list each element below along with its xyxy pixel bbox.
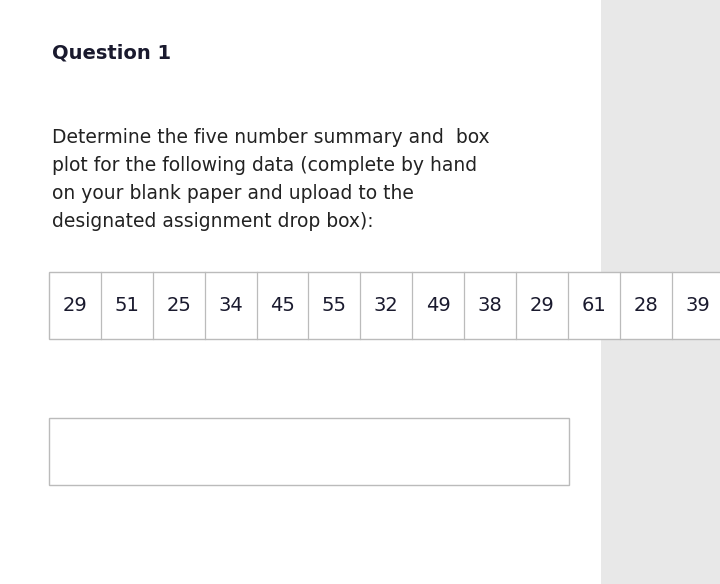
Text: 25: 25 <box>166 296 191 315</box>
Text: 28: 28 <box>634 296 658 315</box>
Text: 45: 45 <box>270 296 295 315</box>
Text: 38: 38 <box>477 296 503 315</box>
Text: Question 1: Question 1 <box>52 44 171 63</box>
Text: 55: 55 <box>322 296 347 315</box>
Bar <box>0 0 601 584</box>
Text: 61: 61 <box>582 296 606 315</box>
Text: 49: 49 <box>426 296 451 315</box>
Text: 29: 29 <box>530 296 554 315</box>
Bar <box>49 418 569 485</box>
Text: 51: 51 <box>114 296 139 315</box>
Text: 32: 32 <box>374 296 399 315</box>
Text: 34: 34 <box>218 296 243 315</box>
Text: 29: 29 <box>63 296 87 315</box>
Text: 39: 39 <box>685 296 710 315</box>
Text: Determine the five number summary and  box
plot for the following data (complete: Determine the five number summary and bo… <box>52 128 490 231</box>
Bar <box>49 272 720 339</box>
